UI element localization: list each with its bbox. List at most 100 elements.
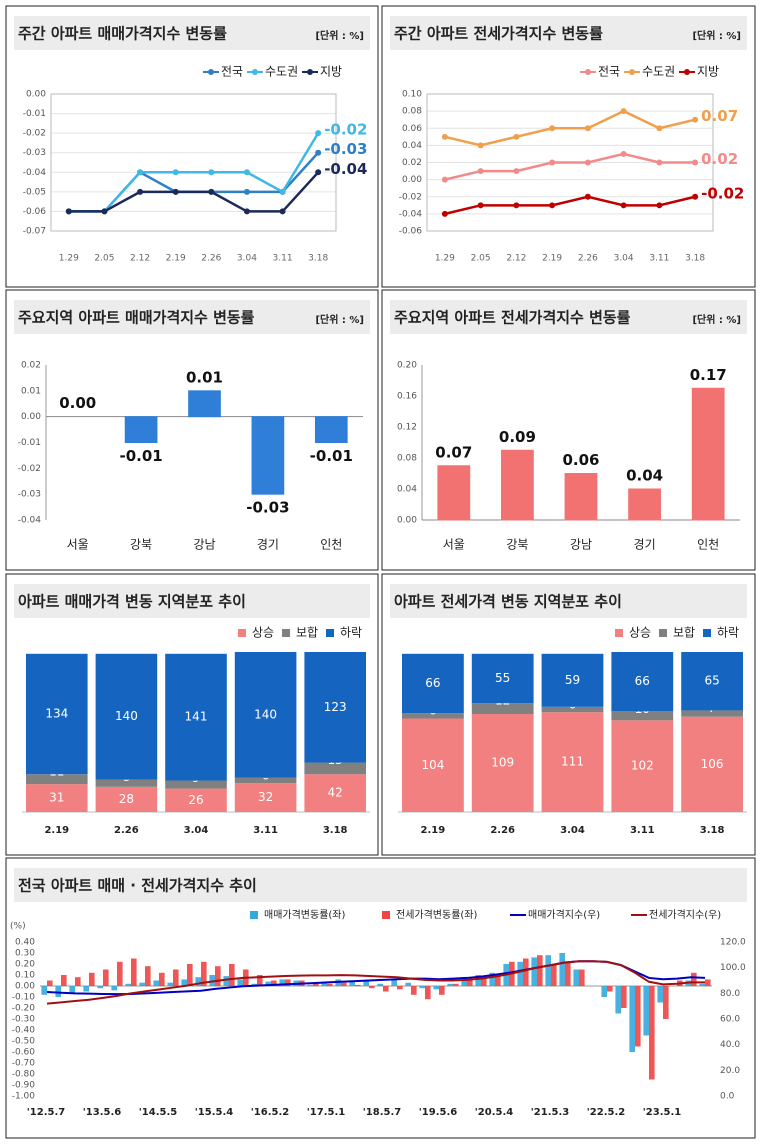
bar-segment (611, 652, 674, 712)
bar (551, 964, 557, 986)
bar (447, 983, 453, 986)
legend-marker (684, 69, 690, 75)
bar (103, 969, 109, 986)
series-line (444, 195, 696, 216)
segment-label: 26 (188, 793, 203, 807)
legend-label: 전국 (221, 65, 243, 79)
bar (531, 957, 537, 986)
bar-segment (304, 774, 366, 812)
point (584, 193, 591, 200)
bar (363, 980, 369, 986)
legend-swatch (238, 629, 246, 637)
segment-label: 134 (45, 707, 68, 721)
bar-segment (541, 712, 604, 812)
legend-swatch (659, 629, 667, 637)
point (137, 188, 144, 195)
bar (691, 387, 725, 521)
series-line (68, 132, 320, 213)
bar (124, 416, 158, 443)
value-label: -0.03 (246, 499, 289, 517)
y-tick-label: 0.20 (397, 361, 417, 371)
point (513, 168, 520, 175)
y-tick-label: 40.0 (720, 1040, 740, 1050)
y-tick-label: -0.30 (12, 1015, 36, 1025)
y-tick-label: 100.0 (720, 963, 746, 973)
bar (61, 975, 67, 986)
y-tick-label: 0.02 (402, 158, 422, 168)
x-tick-label: 2.12 (506, 254, 526, 264)
bar-segment (304, 762, 366, 775)
value-label: 0.17 (690, 366, 727, 384)
x-tick-label: 인천 (320, 537, 342, 552)
legend-label: 전국 (598, 65, 620, 79)
bar (523, 958, 529, 986)
segment-label: 55 (495, 671, 510, 685)
x-tick-label: 3.18 (323, 825, 348, 836)
bar (111, 986, 117, 991)
bar-segment (95, 779, 158, 787)
x-tick-label: 2.26 (490, 825, 515, 836)
value-label: 0.06 (562, 451, 599, 469)
segment-label: 31 (49, 791, 64, 805)
value-label: -0.01 (310, 447, 353, 465)
bar (153, 980, 159, 986)
bar-segment (165, 788, 227, 812)
x-tick-label: 3.11 (273, 254, 293, 264)
bar (285, 979, 291, 986)
x-tick-label: '17.5.1 (307, 1107, 346, 1118)
bar (517, 961, 523, 986)
bar (663, 986, 669, 1019)
bar (433, 986, 439, 990)
y-tick-label: 0.00 (397, 516, 417, 526)
bar-segment (681, 716, 743, 812)
bar (251, 416, 285, 495)
chart-title: 주요지역 아파트 전세가격지수 변동률 (394, 309, 631, 327)
y-tick-label: 0.08 (402, 107, 422, 117)
bar (564, 473, 598, 521)
legend-marker (208, 69, 214, 75)
y-tick-label: -0.06 (23, 207, 47, 217)
point (513, 133, 520, 140)
bar-segment (402, 653, 464, 714)
point (692, 193, 699, 200)
bar (579, 969, 585, 986)
bar (425, 986, 431, 1000)
bar (89, 972, 95, 986)
point (656, 125, 663, 132)
legend-marker (629, 69, 635, 75)
bar (437, 465, 471, 521)
point (620, 202, 627, 209)
y-tick-label: -0.90 (12, 1081, 36, 1091)
chart-title: 전국 아파트 매매 · 전세가격지수 추이 (18, 877, 257, 895)
bar (559, 953, 565, 986)
bar (355, 984, 361, 986)
bar (657, 986, 663, 1003)
y-tick-label: 0.04 (402, 141, 422, 151)
bar (47, 980, 53, 986)
x-tick-label: '19.5.6 (419, 1107, 458, 1118)
bar-segment (681, 652, 743, 711)
title-bar (390, 16, 747, 50)
segment-label: 123 (324, 700, 347, 714)
unit-label: [단위 : %] (692, 313, 741, 326)
bar (643, 986, 649, 1036)
x-tick-label: 서울 (443, 538, 465, 552)
end-label: 0.07 (701, 107, 738, 125)
segment-label: 109 (491, 756, 514, 770)
bar (167, 982, 173, 986)
y-tick-label: 0.01 (21, 386, 41, 396)
x-tick-label: '22.5.2 (587, 1107, 626, 1118)
legend-label: 상승 (252, 626, 274, 640)
x-tick-label: 2.05 (94, 254, 114, 264)
point (243, 208, 250, 215)
bar (537, 955, 543, 986)
legend-swatch (250, 911, 258, 919)
x-tick-label: '15.5.4 (195, 1107, 234, 1118)
bar (215, 966, 221, 986)
bar (314, 416, 348, 443)
legend-label: 지방 (320, 65, 342, 79)
bar-segment (165, 780, 227, 789)
bar-segment (95, 786, 158, 812)
x-tick-label: 1.29 (59, 254, 79, 264)
